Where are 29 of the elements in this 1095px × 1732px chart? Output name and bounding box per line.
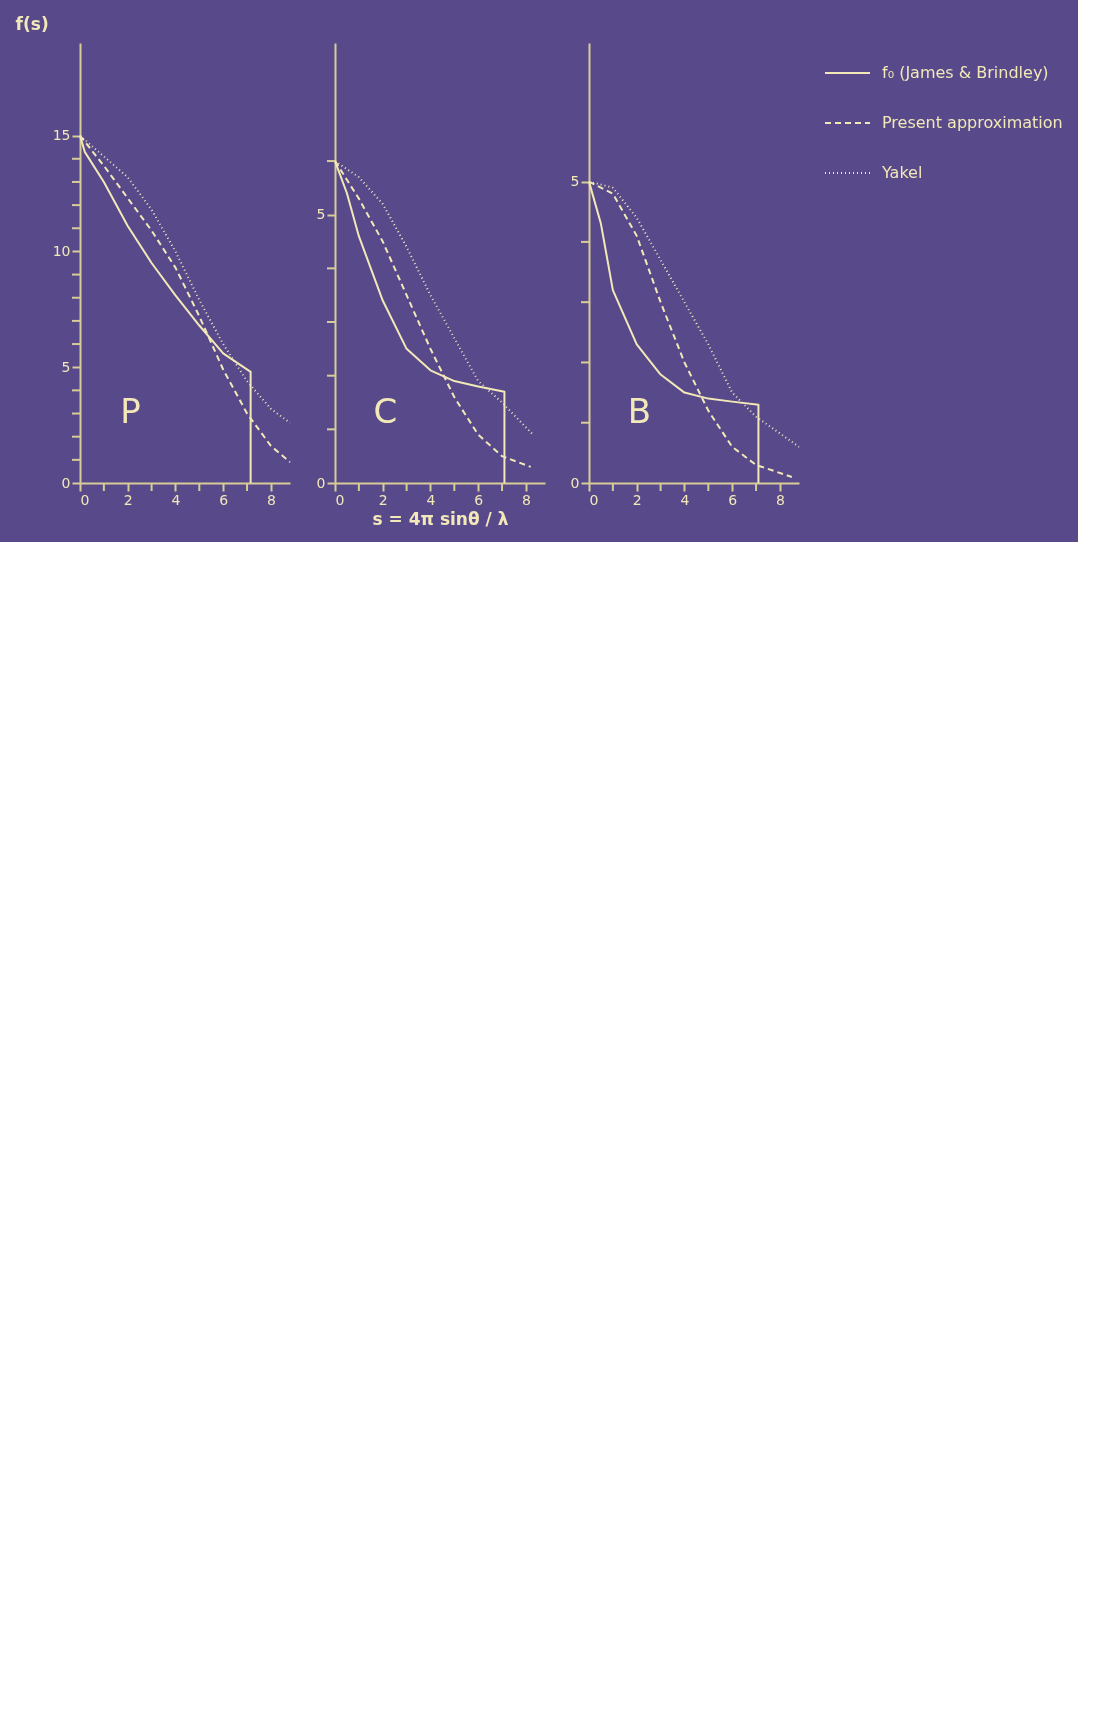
x-tick-label: 2 [632, 491, 642, 508]
x-tick-label: 8 [775, 491, 785, 508]
x-tick-label: 0 [335, 491, 345, 508]
y-tick-label: 5 [61, 358, 71, 375]
x-tick-label: 6 [474, 491, 484, 508]
legend-label: Yakel [881, 163, 923, 182]
annotation: C [373, 390, 398, 431]
x-tick-label: 4 [680, 491, 690, 508]
x-tick-label: 6 [728, 491, 738, 508]
x-tick-label: 0 [589, 491, 599, 508]
y-tick-label: 5 [570, 173, 580, 190]
x-axis-title: s = 4π sinθ / λ [372, 508, 509, 529]
x-tick-label: 6 [219, 491, 229, 508]
y-tick-label: 0 [61, 474, 71, 491]
legend-label: Present approximation [882, 113, 1063, 132]
x-tick-label: 2 [123, 491, 133, 508]
legend-label: f₀ (James & Brindley) [882, 63, 1049, 82]
x-tick-label: 0 [80, 491, 90, 508]
x-tick-label: 4 [426, 491, 436, 508]
y-tick-label: 15 [52, 127, 71, 144]
x-tick-label: 8 [266, 491, 276, 508]
annotation: P [120, 390, 141, 431]
y-tick-label: 5 [316, 206, 326, 223]
y-axis-title: f(s) [15, 13, 49, 34]
x-tick-label: 4 [171, 491, 181, 508]
annotation: B [627, 390, 652, 431]
x-tick-label: 8 [521, 491, 531, 508]
y-tick-label: 10 [52, 242, 71, 259]
x-tick-label: 2 [378, 491, 388, 508]
